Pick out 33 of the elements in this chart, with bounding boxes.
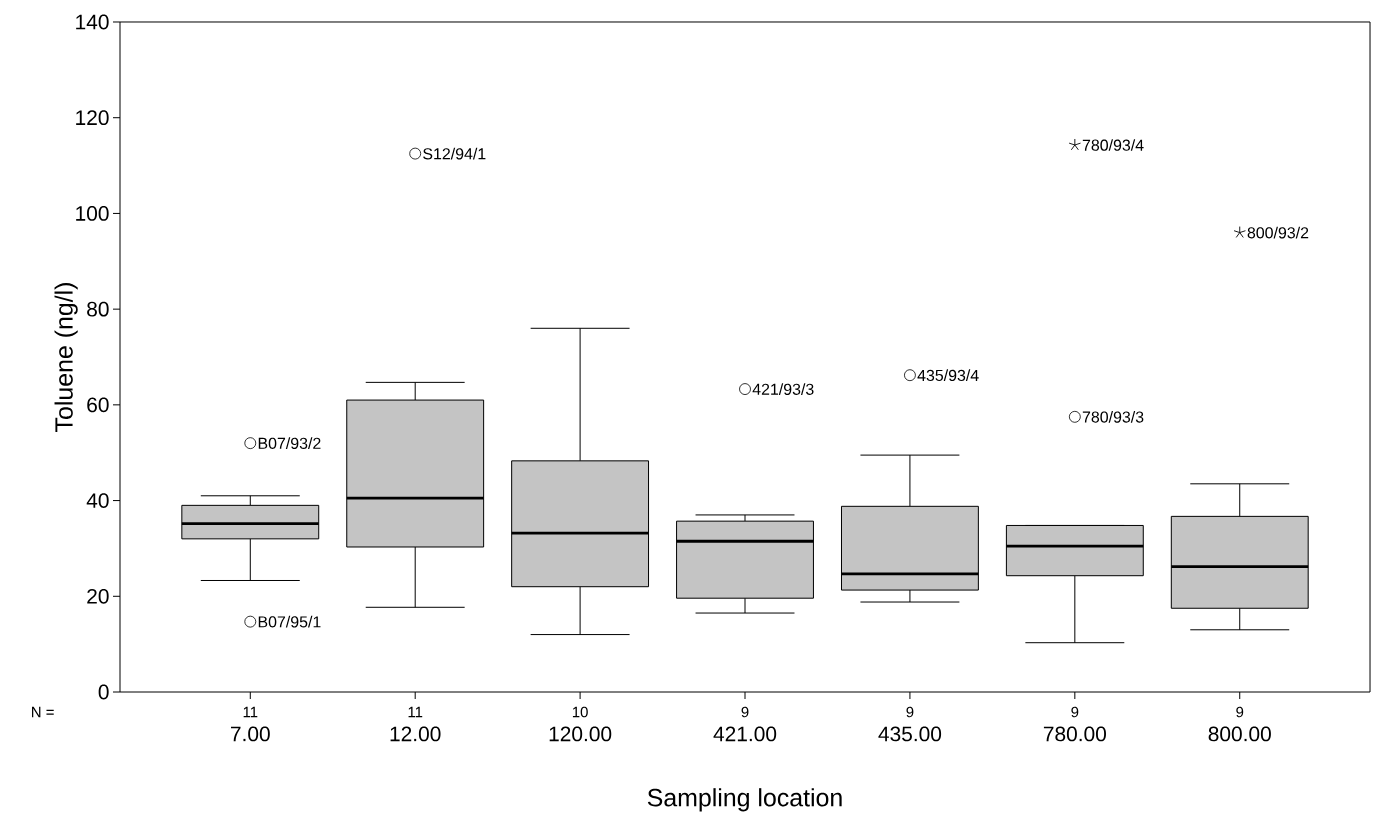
annotation: 421/93/3 — [752, 383, 814, 395]
x-tick-label: 421.00 — [713, 726, 777, 742]
x-tick-label: 800.00 — [1208, 726, 1271, 742]
text: 10 — [572, 706, 588, 718]
y-tick-label: 20 — [87, 588, 109, 604]
annotation: B07/95/1 — [258, 615, 321, 628]
annotation: B07/93/2 — [258, 437, 321, 449]
y-tick-label: 40 — [86, 493, 109, 508]
x-tick-label: 12.00 — [390, 726, 441, 742]
annotation: 780/93/4 — [1082, 139, 1144, 151]
text: 9 — [741, 706, 749, 718]
y-tick-label: 140 — [76, 14, 109, 30]
y-tick-label: 0 — [98, 684, 109, 700]
y-tick-label: 60 — [87, 397, 109, 413]
x-tick-label: 435.00 — [878, 726, 942, 742]
y-axis-title: Toluene (ng/l) — [54, 283, 78, 432]
text: 11 — [408, 706, 423, 718]
text: 11 — [243, 706, 258, 718]
x-tick-label: 120.00 — [549, 726, 612, 742]
y-tick-label: 80 — [87, 301, 109, 317]
annotation: S12/94/1 — [423, 147, 486, 160]
x-axis-title: Sampling location — [647, 788, 842, 812]
text: N = — [32, 706, 54, 718]
y-tick-label: 100 — [76, 206, 109, 221]
x-tick-label: 7.00 — [231, 726, 270, 742]
text: 9 — [906, 706, 914, 718]
x-tick-label: 780.00 — [1043, 726, 1106, 742]
text: 9 — [1071, 706, 1079, 718]
annotation: 780/93/3 — [1082, 410, 1144, 423]
text: 9 — [1236, 706, 1244, 718]
annotation: 435/93/4 — [917, 369, 979, 382]
y-tick-label: 120 — [76, 110, 109, 126]
annotation: 800/93/2 — [1247, 226, 1309, 239]
